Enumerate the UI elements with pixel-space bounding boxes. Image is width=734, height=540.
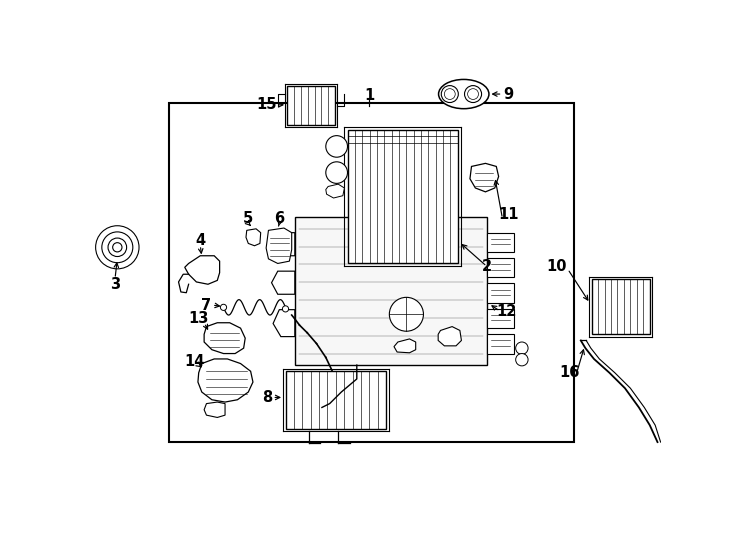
Polygon shape xyxy=(394,339,415,353)
Polygon shape xyxy=(470,164,498,192)
Polygon shape xyxy=(246,229,261,246)
Text: 15: 15 xyxy=(256,97,277,112)
Polygon shape xyxy=(326,184,344,198)
Bar xyxy=(170,103,574,442)
Polygon shape xyxy=(273,309,295,336)
Polygon shape xyxy=(198,359,253,402)
Circle shape xyxy=(283,306,288,312)
Bar xyxy=(592,279,650,334)
Bar xyxy=(287,86,335,125)
Text: 2: 2 xyxy=(482,259,492,274)
Bar xyxy=(487,284,514,303)
Circle shape xyxy=(516,342,528,354)
Circle shape xyxy=(220,304,227,310)
Bar xyxy=(487,309,514,328)
Ellipse shape xyxy=(438,79,489,109)
Bar xyxy=(295,217,487,365)
Text: 12: 12 xyxy=(496,303,517,319)
Text: 7: 7 xyxy=(201,298,211,313)
Text: 13: 13 xyxy=(189,312,209,326)
Polygon shape xyxy=(272,271,295,294)
Text: 3: 3 xyxy=(110,276,120,292)
Bar xyxy=(286,372,386,429)
Bar xyxy=(347,130,457,262)
Circle shape xyxy=(516,354,528,366)
Polygon shape xyxy=(272,233,295,256)
Text: 14: 14 xyxy=(184,354,204,369)
Text: 8: 8 xyxy=(262,390,272,405)
Bar xyxy=(487,258,514,278)
Bar xyxy=(487,233,514,252)
Circle shape xyxy=(389,298,424,331)
Circle shape xyxy=(326,162,347,184)
Polygon shape xyxy=(204,402,225,417)
Text: 9: 9 xyxy=(504,86,514,102)
Text: 4: 4 xyxy=(195,233,206,248)
Text: 16: 16 xyxy=(559,365,579,380)
Polygon shape xyxy=(438,327,462,346)
Polygon shape xyxy=(266,228,291,264)
Text: 11: 11 xyxy=(498,207,519,222)
Bar xyxy=(487,334,514,354)
Text: 5: 5 xyxy=(243,211,253,226)
Polygon shape xyxy=(204,323,245,354)
Circle shape xyxy=(326,136,347,157)
Polygon shape xyxy=(185,256,219,284)
Text: 10: 10 xyxy=(547,259,567,274)
Text: 6: 6 xyxy=(275,211,284,226)
Text: 1: 1 xyxy=(364,88,374,103)
Ellipse shape xyxy=(441,85,458,103)
Ellipse shape xyxy=(465,85,482,103)
